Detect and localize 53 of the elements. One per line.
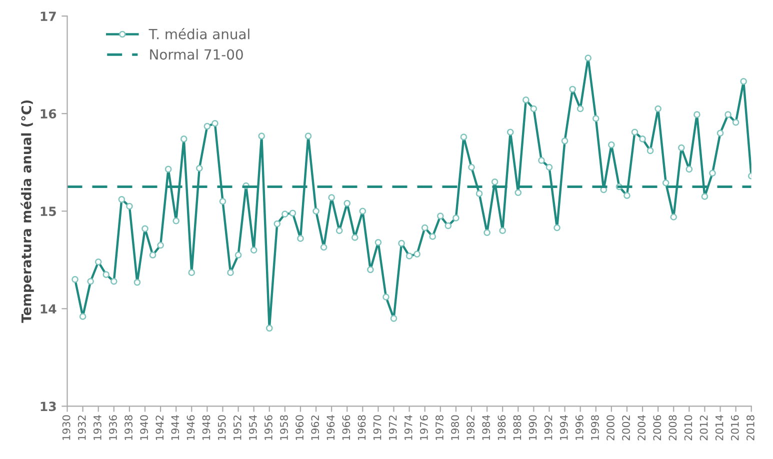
x-tick-label: 1944 <box>171 415 180 440</box>
x-tick-label: 1974 <box>404 415 412 440</box>
x-tick-label: 1996 <box>575 415 584 440</box>
x-tick-label: 2012 <box>700 416 708 440</box>
x-tick-label: 2002 <box>622 416 630 440</box>
x-tick-label: 1936 <box>109 415 117 440</box>
y-tick-label: 14 <box>40 304 56 314</box>
x-tick-label: 1950 <box>218 415 226 440</box>
x-tick-label: 1998 <box>591 415 599 440</box>
y-tick-label: 13 <box>40 402 56 412</box>
x-tick-label: 1948 <box>202 415 210 440</box>
x-tick-label: 1966 <box>342 415 350 440</box>
x-tick-label: 2004 <box>638 415 646 440</box>
x-tick-label: 2000 <box>606 415 614 440</box>
x-tick-label: 2014 <box>715 415 724 440</box>
legend-label: Normal 71-00 <box>150 48 243 60</box>
x-tick-label: 1938 <box>124 415 132 440</box>
x-tick-label: 1958 <box>280 415 288 440</box>
x-tick-label: 1942 <box>156 416 164 440</box>
x-tick-label: 1962 <box>311 416 320 440</box>
x-tick-label: 1930 <box>62 415 70 440</box>
y-axis-title: Temperatura média anual (°C) <box>20 100 34 323</box>
legend-label: T. média anual <box>148 28 250 40</box>
x-tick-label: 1968 <box>358 415 366 440</box>
x-tick-label: 2006 <box>653 415 662 440</box>
x-tick-label: 1960 <box>296 415 304 440</box>
y-tick-label: 16 <box>40 109 56 119</box>
x-tick-label: 2010 <box>684 415 692 440</box>
x-tick-label: 2008 <box>668 415 677 440</box>
x-tick-label: 1988 <box>513 415 522 440</box>
x-tick-label: 1994 <box>560 415 568 440</box>
x-tick-label: 1934 <box>93 415 102 440</box>
x-tick-label: 1978 <box>436 415 444 440</box>
y-tick-label: 15 <box>40 206 56 216</box>
x-tick-label: 1954 <box>248 415 257 440</box>
x-tick-label: 1972 <box>388 416 397 440</box>
x-tick-label: 1986 <box>498 415 506 440</box>
x-tick-label: 1982 <box>466 416 475 440</box>
x-tick-label: 1990 <box>528 415 537 440</box>
x-tick-label: 1964 <box>326 415 335 440</box>
x-tick-label: 1940 <box>140 415 148 440</box>
x-tick-label: 1956 <box>264 415 272 440</box>
x-tick-label: 2016 <box>730 415 739 440</box>
x-tick-label: 1946 <box>186 415 195 440</box>
y-tick-label: 17 <box>40 12 56 21</box>
x-tick-label: 1984 <box>482 415 490 440</box>
x-tick-label: 1932 <box>78 416 86 440</box>
x-tick-label: 1970 <box>373 415 382 440</box>
x-tick-label: 1992 <box>544 416 552 440</box>
x-tick-label: 1952 <box>233 416 242 440</box>
x-tick-label: 1980 <box>451 415 459 440</box>
x-tick-label: 1976 <box>420 415 428 440</box>
x-tick-label: 2018 <box>746 415 754 440</box>
